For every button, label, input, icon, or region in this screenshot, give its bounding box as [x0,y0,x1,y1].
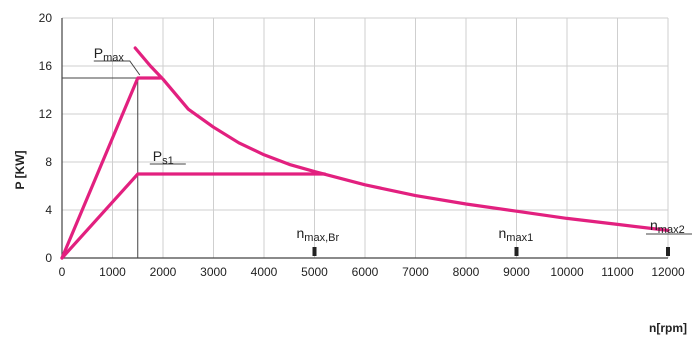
x-tick-label: 2000 [150,265,177,279]
x-tick-label: 8000 [453,265,480,279]
x-tick-label: 0 [59,265,66,279]
axes [61,18,668,259]
n-max2-marker [666,247,670,256]
y-tick-label: 16 [39,59,53,73]
x-tick-label: 6000 [352,265,379,279]
x-axis-label: n[rpm] [649,321,687,335]
pmax-label: Pmax [94,45,125,64]
y-tick-label: 8 [45,155,52,169]
x-tick-label: 11000 [601,265,634,279]
y-tick-label: 4 [45,203,52,217]
y-tick-label: 12 [39,107,53,121]
x-tick-label: 12000 [651,265,685,279]
x-tick-label: 5000 [301,265,328,279]
pmax-label-leader [93,60,141,76]
y-tick-label: 20 [39,11,53,25]
x-tick-label: 3000 [200,265,227,279]
y-axis-label: P [KW] [13,150,27,189]
series [60,46,670,260]
n-max-br-marker [312,247,317,256]
speed-markers [312,247,670,256]
annotations: Pmax Ps1 nmax,Br nmax1 nmax2 [94,45,692,244]
ps1-label: Ps1 [153,148,174,167]
y-tick-label: 0 [45,251,52,265]
n-max1-marker [514,247,519,256]
ps1-curve [60,172,327,260]
x-tick-label: 10000 [550,265,584,279]
leader-lines [62,77,139,258]
grid-lines [62,17,669,258]
x-tick-label: 4000 [251,265,278,279]
x-tick-label: 7000 [402,265,429,279]
tick-labels: 0 1000 2000 3000 4000 5000 6000 7000 8000 9000 100… [39,11,685,279]
constant-power-curve [133,46,670,232]
n-max-br-label: nmax,Br [297,225,340,244]
pmax-curve [60,76,163,260]
x-tick-label: 1000 [99,265,126,279]
x-tick-label: 9000 [503,265,530,279]
n-max1-label: nmax1 [499,225,534,244]
n-max2-label: nmax2 [650,217,685,236]
